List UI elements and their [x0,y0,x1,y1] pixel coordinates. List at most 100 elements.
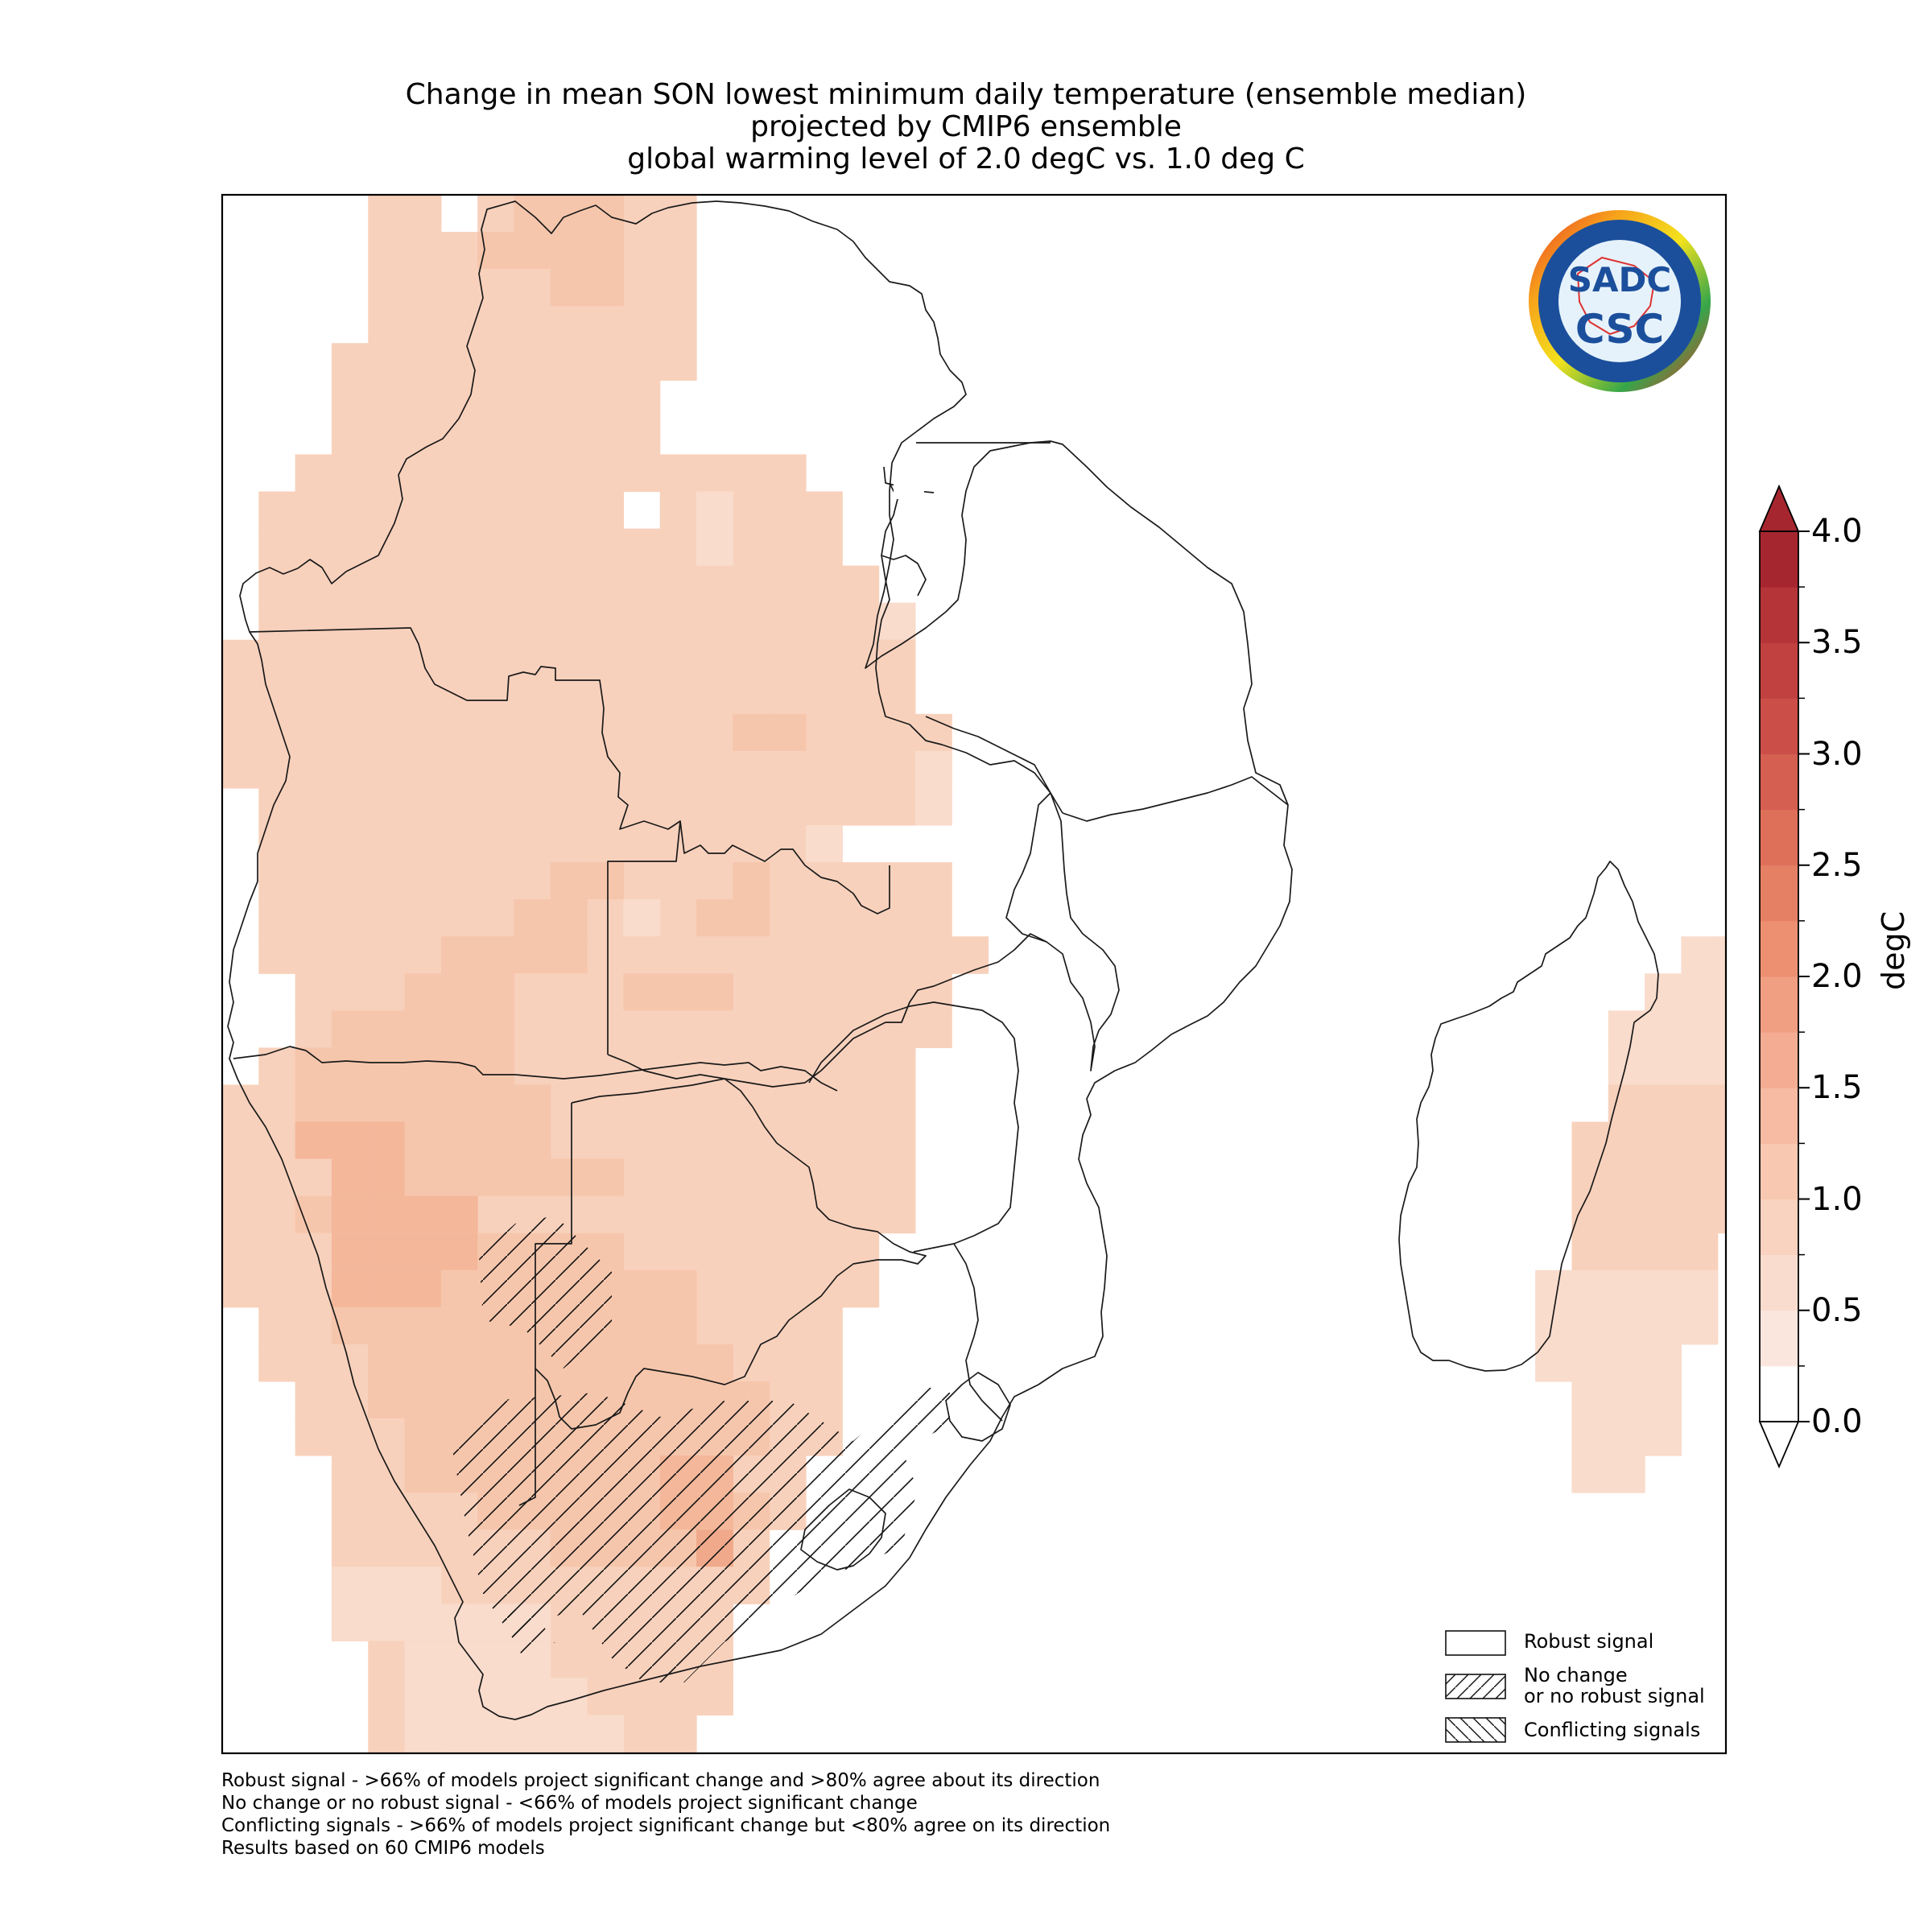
grid-cell [623,1121,661,1160]
grid-cell [623,1010,661,1048]
grid-cell [659,899,697,937]
grid-cell [1535,1269,1573,1308]
grid-cell [368,1567,406,1604]
colorbar-extend-max [1758,484,1800,532]
grid-cell [368,1269,406,1308]
grid-cell [404,1455,442,1493]
grid-cell [733,454,770,493]
grid-cell [659,1344,697,1382]
colorbar-segment [1760,753,1798,811]
grid-cell [368,750,406,789]
grid-cell [295,862,332,900]
grid-cell [440,899,478,937]
grid-cell [1681,1232,1719,1271]
grid-cell [623,1269,661,1308]
grid-cell [440,973,478,1011]
grid-cell [440,862,478,900]
grid-cell [769,1344,807,1382]
grid-cell [878,1195,916,1234]
temperature-change-grid [222,195,1726,1753]
grid-cell [477,195,515,233]
grid-cell [368,1530,406,1567]
grid-cell [368,862,406,900]
grid-cell [295,973,332,1011]
grid-cell [878,973,916,1011]
grid-cell [659,232,697,270]
grid-cell [696,528,733,567]
grid-cell [477,602,515,641]
grid-cell [623,1195,661,1234]
grid-cell [769,936,807,974]
grid-cell [914,936,952,974]
grid-cell [952,936,989,974]
grid-cell [295,825,332,863]
colorbar-segment [1760,587,1798,643]
grid-cell [514,1010,551,1048]
grid-cell [550,1121,588,1160]
grid-cell [805,713,843,752]
grid-cell [404,825,442,863]
namibia-botswana-border [518,1103,572,1506]
grid-cell [659,787,697,826]
grid-cell [623,195,661,233]
grid-cell [878,639,916,678]
grid-cell [550,1158,588,1197]
grid-cell [222,1195,259,1234]
grid-cell [1681,973,1719,1011]
grid-cell [295,936,332,974]
grid-cell [440,1232,478,1271]
grid-cell [659,1678,697,1716]
grid-cell [331,1307,369,1345]
grid-cell [805,676,843,715]
grid-cell [440,602,478,641]
colorbar-tick-label: 3.0 [1811,735,1863,773]
grid-cell [550,454,588,493]
caprivi-strip [599,1062,838,1092]
grid-cell [659,454,697,493]
grid-cell [514,454,551,493]
grid-cell [842,862,880,900]
grid-cell [842,713,880,752]
grid-cell [1608,1418,1645,1456]
grid-cell [477,1121,515,1160]
grid-cell [878,713,916,752]
grid-cell [805,565,843,604]
grid-cell [331,1010,369,1048]
colorbar-segment [1760,865,1798,922]
grid-cell [404,713,442,752]
grid-cell [331,1195,369,1234]
grid-cell [733,602,770,641]
grid-cell [368,1455,406,1493]
grid-cell [878,1010,916,1048]
grid-cell [696,1121,733,1160]
grid-cell [477,1678,515,1716]
grid-cell [696,1344,733,1382]
grid-cell [550,676,588,715]
grid-cell [696,565,733,604]
grid-cell [1681,1084,1719,1123]
grid-cell [368,1641,406,1678]
grid-cell [440,232,478,270]
grid-cell [477,750,515,789]
grid-cell [587,1344,625,1382]
grid-cell [733,936,770,974]
grid-cell [550,1084,588,1123]
grid-cell [331,528,369,567]
colorbar-tick-label: 1.0 [1811,1180,1863,1218]
grid-cell [258,1232,296,1271]
grid-cell [733,1307,770,1345]
grid-cell [587,899,625,937]
grid-cell [440,750,478,789]
grid-cell [368,1492,406,1530]
grid-cell [295,1307,332,1345]
grid-cell [331,899,369,937]
grid-cell [733,1084,770,1123]
grid-cell [914,1010,952,1048]
grid-cell [550,713,588,752]
grid-cell [623,343,661,381]
grid-cell [623,1344,661,1382]
grid-cell [623,1047,661,1086]
legend-swatch-robust [1445,1630,1506,1656]
grid-cell [368,1158,406,1197]
grid-cell [623,602,661,641]
